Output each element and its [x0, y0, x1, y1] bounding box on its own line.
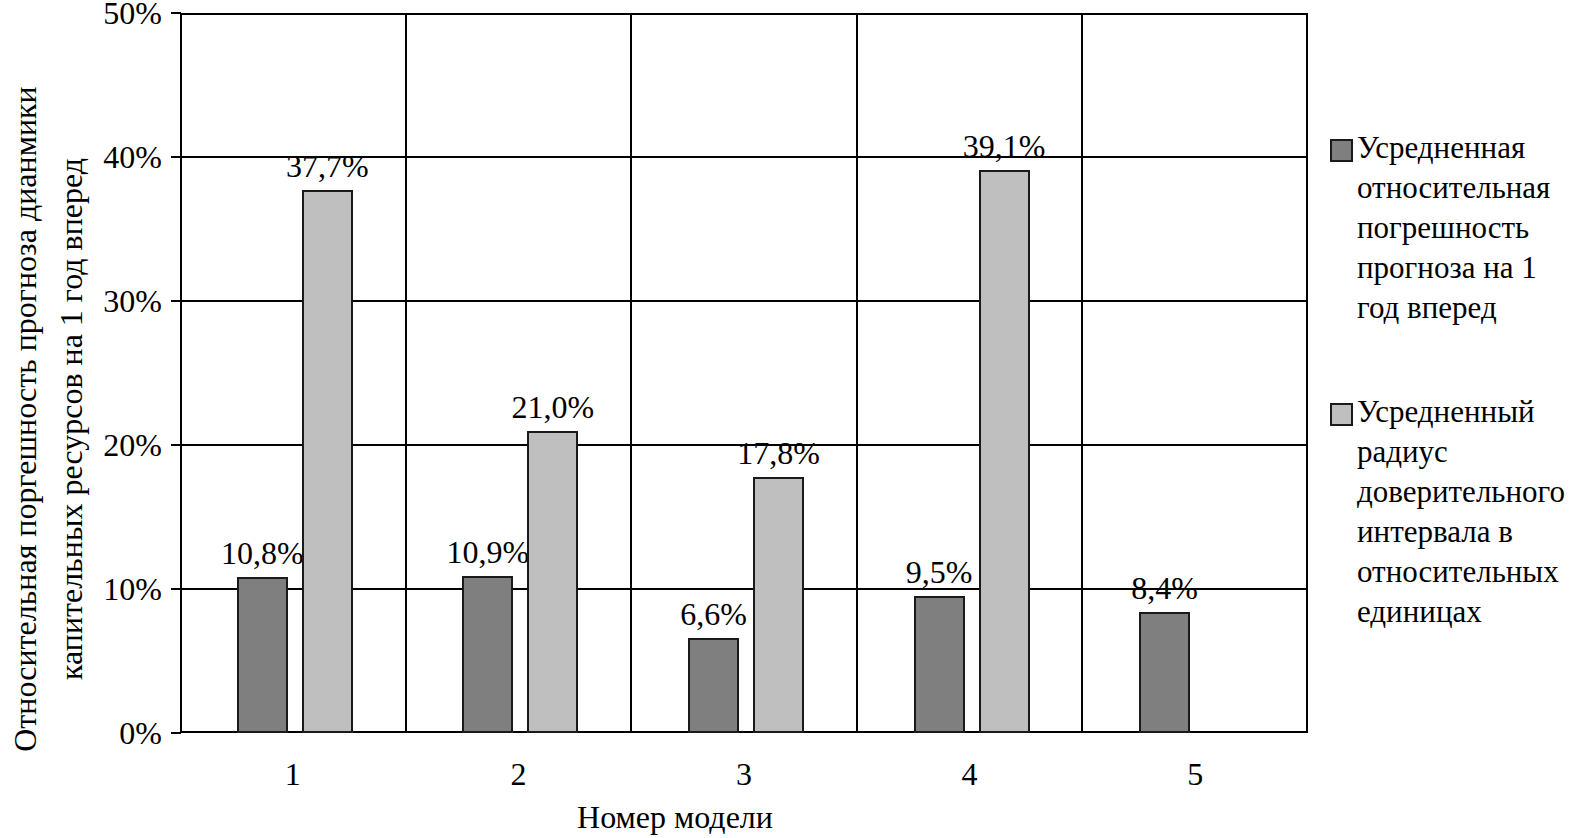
legend-line: Усредненный	[1357, 392, 1565, 432]
data-label: 37,7%	[257, 146, 397, 186]
y-tick-label: 50%	[38, 0, 162, 34]
y-tick-label: 10%	[38, 568, 162, 610]
y-tick-label: 40%	[38, 136, 162, 178]
y-tick-label: 0%	[38, 712, 162, 754]
series2-swatch-icon	[1330, 403, 1353, 426]
x-tick-label: 2	[458, 752, 578, 796]
bar-series1	[1139, 612, 1190, 733]
legend-line: радиус	[1357, 432, 1565, 472]
bar-series2	[302, 190, 353, 733]
bar-series1	[462, 576, 513, 733]
y-axis-tick	[171, 732, 181, 734]
legend-item-series1: Усредненная относительная погрешность пр…	[1320, 128, 1581, 328]
data-label: 17,8%	[709, 433, 849, 473]
y-axis-tick	[171, 12, 181, 14]
legend-item-series2-label: Усредненный радиус доверительного интерв…	[1357, 392, 1565, 632]
gridline-vertical	[1081, 13, 1083, 733]
gridline-vertical	[630, 13, 632, 733]
legend-line: относительных	[1357, 552, 1565, 592]
bar-series2	[527, 431, 578, 733]
bar-series1	[914, 596, 965, 733]
x-tick-label: 1	[233, 752, 353, 796]
data-label: 21,0%	[483, 387, 623, 427]
legend-item-series1-label: Усредненная относительная погрешность пр…	[1357, 128, 1550, 328]
legend-line: интервала в	[1357, 512, 1565, 552]
gridline-vertical	[856, 13, 858, 733]
x-tick-label: 3	[684, 752, 804, 796]
legend-line: погрешность	[1357, 208, 1550, 248]
legend-line: Усредненная	[1357, 128, 1550, 168]
legend-line: год вперед	[1357, 288, 1550, 328]
y-axis-tick	[171, 588, 181, 590]
y-axis-tick	[171, 444, 181, 446]
y-axis-tick	[171, 300, 181, 302]
x-tick-label: 4	[910, 752, 1030, 796]
bar-series2	[753, 477, 804, 733]
legend: Усредненная относительная погрешность пр…	[1320, 128, 1581, 632]
x-axis-title: Номер модели	[475, 796, 875, 838]
bar-series1	[237, 577, 288, 733]
bar-chart: Относительная поргешность прогноза дианм…	[0, 0, 1581, 838]
y-tick-label: 30%	[38, 280, 162, 322]
legend-line: доверительного	[1357, 472, 1565, 512]
x-tick-label: 5	[1135, 752, 1255, 796]
bar-series1	[688, 638, 739, 733]
legend-line: единицах	[1357, 592, 1565, 632]
legend-item-series2: Усредненный радиус доверительного интерв…	[1320, 392, 1581, 632]
series1-swatch-icon	[1330, 139, 1353, 162]
y-axis-tick	[171, 156, 181, 158]
data-label: 8,4%	[1095, 568, 1235, 608]
data-label: 39,1%	[934, 126, 1074, 166]
bar-series2	[979, 170, 1030, 733]
legend-line: относительная	[1357, 168, 1550, 208]
y-tick-label: 20%	[38, 424, 162, 466]
gridline-vertical	[405, 13, 407, 733]
legend-line: прогноза на 1	[1357, 248, 1550, 288]
